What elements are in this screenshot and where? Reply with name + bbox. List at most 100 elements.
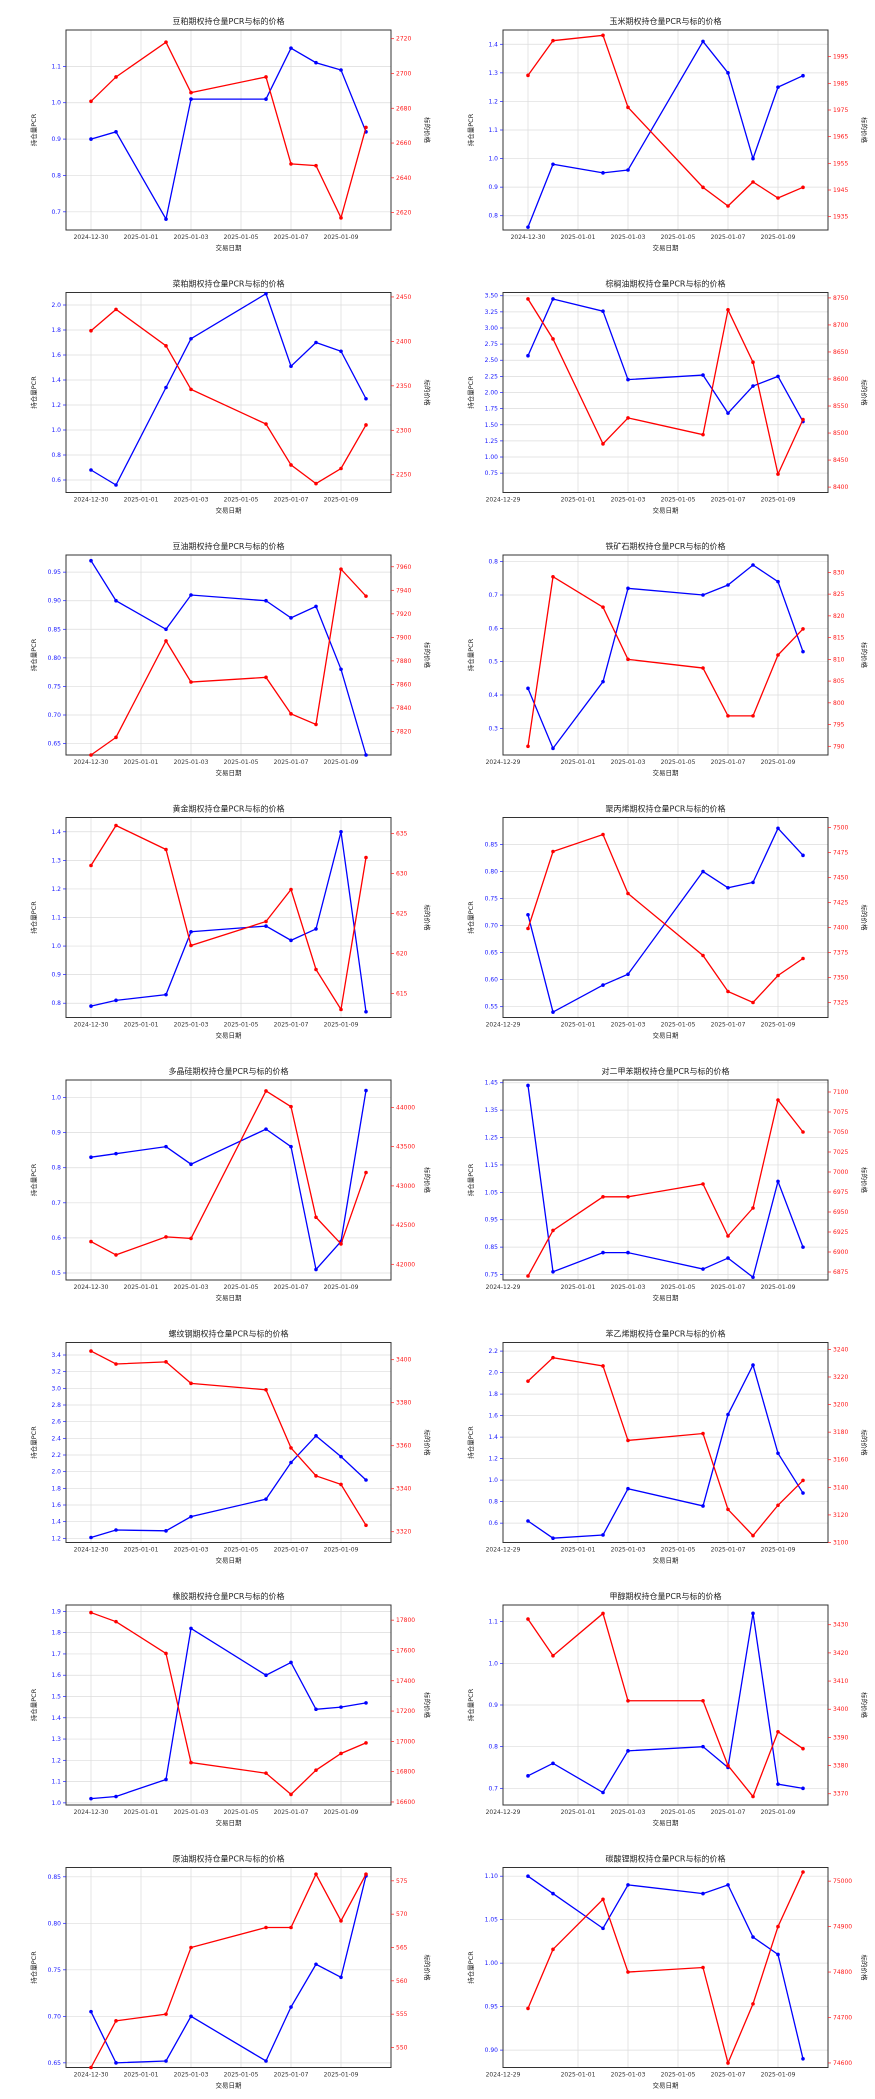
chart-title: 玉米期权持仓量PCR与标的价格 [610,16,722,26]
pcr-point [264,2059,268,2063]
price-point [551,849,555,854]
y2-tick-label: 1945 [833,187,848,194]
price-point [114,75,118,79]
y-tick-label: 2.4 [51,1435,61,1442]
price-point [364,1523,368,1528]
price-point [776,1503,780,1508]
pcr-point [801,2057,805,2061]
y2-tick-label: 1975 [833,107,848,114]
x-tick-label: 2025-01-09 [761,1809,796,1816]
y-tick-label: 0.8 [51,1000,61,1007]
y-axis-label: 持仓量PCR [466,376,475,409]
x-axis-label: 交易日期 [653,506,680,515]
y-tick-label: 1.0 [51,1800,61,1807]
y-tick-label: 0.60 [485,977,499,984]
y2-tick-label: 6875 [833,1269,848,1276]
x-tick-label: 2025-01-07 [711,759,746,766]
y-axis-label: 持仓量PCR [466,1688,475,1721]
price-line [527,1871,804,2065]
x-axis-label: 交易日期 [216,768,243,777]
y2-tick-label: 6900 [833,1249,848,1256]
price-point [314,163,318,168]
pcr-point [339,68,343,72]
price-line [527,298,804,477]
price-point [264,919,268,924]
pcr-point [526,1874,530,1878]
x-axis-label: 交易日期 [653,2081,680,2090]
pcr-point [601,1790,605,1795]
y-tick-label: 0.7 [488,592,498,599]
pcr-point [339,1454,343,1459]
price-point [601,1897,605,1902]
y2-axis-label: 标的价格 [423,117,432,144]
price-point [339,1482,343,1487]
price-point [726,204,730,208]
pcr-point [289,616,293,620]
y-tick-label: 1.75 [485,406,499,413]
pcr-point [751,1363,755,1367]
y2-tick-label: 630 [396,871,408,878]
y-tick-label: 1.0 [488,1660,498,1667]
y-tick-label: 1.7 [51,1651,61,1658]
pcr-point [551,1536,555,1540]
pcr-point [364,396,368,401]
plot-frame [65,292,392,493]
x-tick-label: 2025-01-03 [611,759,646,766]
price-point [264,422,268,426]
y-tick-label: 0.8 [51,1165,61,1172]
x-tick-label: 2025-01-07 [711,234,746,241]
price-point [114,2019,118,2023]
y2-tick-label: 17600 [396,1647,415,1654]
plot-frame [502,817,829,1018]
pcr-line [527,564,804,750]
pcr-point [801,853,805,858]
price-point [751,2002,755,2006]
y-tick-label: 1.00 [485,1960,499,1967]
pcr-point [89,2009,93,2014]
y2-tick-label: 7450 [833,875,848,882]
pcr-point [776,1782,780,1786]
y-tick-label: 1.0 [488,1477,498,1484]
y2-tick-label: 7920 [396,611,411,618]
price-point [801,956,805,961]
pcr-point [776,1179,780,1184]
pcr-line [90,1875,367,2064]
y-tick-label: 1.45 [485,1080,499,1087]
y2-tick-label: 3370 [833,1791,848,1798]
chart-title: 螺纹钢期权持仓量PCR与标的价格 [169,1329,289,1339]
x-tick-label: 2024-12-30 [74,497,109,504]
chart-panel: 对二甲苯期权持仓量PCR与标的价格 2024-12-29 2025-01-01 202… [466,1066,869,1302]
price-point [776,1924,780,1929]
y2-tick-label: 575 [396,1878,408,1885]
price-point [339,1751,343,1756]
y2-tick-label: 805 [833,678,845,685]
y2-tick-label: 2250 [396,472,411,479]
price-point [726,989,730,994]
y-tick-label: 0.8 [51,172,61,179]
pcr-point [776,826,780,831]
y-tick-label: 0.6 [488,1520,498,1527]
y-tick-label: 1.15 [485,1162,499,1169]
y-tick-label: 0.70 [48,712,62,719]
y2-tick-label: 74800 [833,1969,852,1976]
price-line [527,1356,804,1537]
pcr-point [626,586,630,591]
chart-title: 铁矿石期权持仓量PCR与标的价格 [606,541,726,551]
y-tick-label: 0.6 [51,477,61,484]
price-line [90,41,367,220]
pcr-point [626,1749,630,1753]
price-point [801,1746,805,1751]
y2-tick-label: 2680 [396,105,411,112]
x-tick-label: 2024-12-29 [486,497,521,504]
price-point [526,1274,530,1278]
pcr-point [701,593,705,597]
chart-panel: 多晶硅期权持仓量PCR与标的价格 2024-12-30 2025-01-01 2025… [29,1066,432,1302]
x-tick-label: 2025-01-01 [124,234,159,241]
y-tick-label: 1.3 [51,1736,61,1743]
x-tick-label: 2025-01-09 [324,1809,359,1816]
x-tick-label: 2025-01-09 [761,759,796,766]
x-tick-label: 2025-01-03 [174,2072,209,2079]
y-tick-label: 1.0 [51,427,61,434]
price-point [189,1381,193,1386]
chart-title: 豆粕期权持仓量PCR与标的价格 [173,16,285,26]
